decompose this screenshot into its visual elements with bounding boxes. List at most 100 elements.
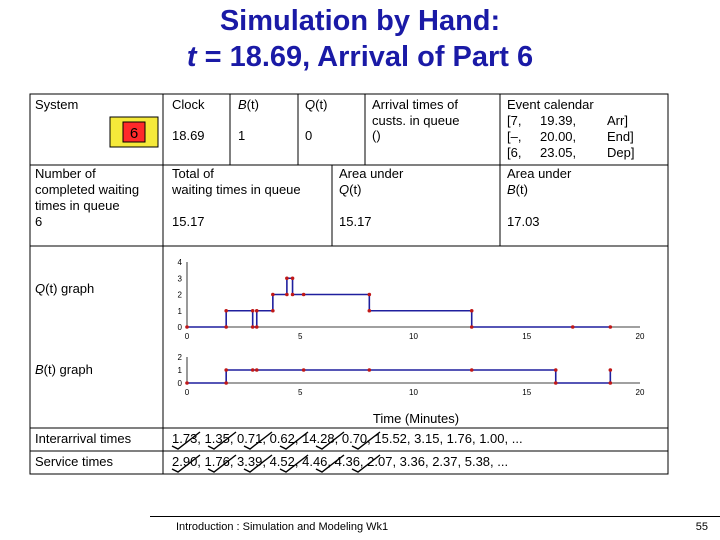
q-chart-x-tick-label: 10: [409, 332, 418, 341]
q-graph-label: Q(t) graph: [35, 281, 94, 296]
clock-label: Clock: [172, 97, 205, 112]
strike-ia-3: [243, 431, 273, 450]
b-chart-x-tick-label: 10: [409, 388, 418, 397]
b-chart-event-point: [469, 368, 474, 372]
q-chart-y-tick-label: 3: [178, 274, 183, 283]
strike-sv-3: [243, 454, 273, 473]
title-time-rest: = 18.69, Arrival of Part 6: [196, 41, 534, 73]
b-chart-x-tick-label: 0: [185, 388, 190, 397]
completed-waits-label-1: Number of: [35, 166, 96, 181]
b-chart-event-point: [301, 368, 306, 372]
q-chart-event-point: [224, 308, 228, 313]
used-value-strikes: [171, 431, 381, 473]
q-chart-y-tick-label: 2: [178, 291, 183, 300]
q-chart-event-point: [285, 276, 289, 281]
b-chart-y-tick-label: 1: [178, 366, 183, 375]
b-chart-y-tick-label: 2: [178, 353, 183, 362]
completed-waits-label-3: times in queue: [35, 198, 120, 213]
interarrival-values: 1.73, 1.35, 0.71, 0.62, 14.28, 0.70, 15.…: [172, 431, 523, 446]
q-chart-event-point: [224, 325, 228, 329]
strike-ia-6: [351, 431, 381, 450]
q-chart-event-point: [367, 308, 372, 313]
q-chart-y-tick-label: 1: [178, 307, 183, 316]
q-chart: 0 1 2 3 4 0 5 10 15 20: [178, 258, 645, 341]
q-chart-event-point: [301, 292, 306, 297]
q-chart-y-tick-label: 4: [178, 258, 183, 267]
b-label: B(t): [238, 97, 259, 112]
q-chart-event-point: [285, 292, 289, 297]
calendar-row-3-c2: 23.05,: [540, 145, 576, 160]
arrival-times-value: (): [372, 128, 381, 143]
event-calendar-label: Event calendar: [507, 97, 594, 112]
q-chart-event-point: [290, 292, 295, 297]
b-chart-event-point: [367, 368, 372, 372]
b-chart-x-tick-label: 15: [522, 388, 531, 397]
q-chart-event-point: [254, 325, 259, 329]
strike-sv-4: [279, 454, 309, 473]
q-value: 0: [305, 128, 312, 143]
calendar-row-1-c2: 19.39,: [540, 113, 576, 128]
title-time-var: t: [186, 41, 197, 73]
q-chart-event-point: [469, 308, 474, 313]
area-q-value: 15.17: [339, 214, 372, 229]
q-chart-event-point: [250, 325, 255, 329]
area-b-value: 17.03: [507, 214, 540, 229]
calendar-row-2-c3: End]: [607, 129, 634, 144]
strike-sv-6: [351, 454, 381, 473]
b-chart-step-line: [187, 369, 612, 384]
b-chart-event-point: [553, 381, 558, 385]
clock-value: 18.69: [172, 128, 205, 143]
interarrival-label: Interarrival times: [35, 431, 132, 446]
calendar-row-1-c3: Arr]: [607, 113, 628, 128]
table-frame: [29, 93, 669, 475]
server-part-number: 6: [130, 125, 138, 142]
b-graph-label: B(t) graph: [35, 362, 93, 377]
q-chart-event-point: [570, 325, 575, 329]
q-chart-event-point: [271, 308, 275, 313]
area-b-label-1: Area under: [507, 166, 572, 181]
system-label: System: [35, 97, 78, 112]
calendar-row-2-c2: 20.00,: [540, 129, 576, 144]
calendar-row-3-c1: [6,: [507, 145, 521, 160]
service-values: 2.90, 1.76, 3.39, 4.52, 4.46, 4.36, 2.07…: [172, 454, 508, 469]
x-axis-label: Time (Minutes): [373, 411, 459, 426]
q-chart-event-point: [290, 276, 295, 281]
b-chart-event-point: [553, 368, 558, 372]
b-value: 1: [238, 128, 245, 143]
q-chart-y-tick-label: 0: [178, 323, 183, 332]
q-chart-event-point: [250, 308, 255, 313]
q-chart-x-tick-label: 20: [636, 332, 645, 341]
strike-ia-4: [279, 431, 309, 450]
strike-ia-5: [315, 431, 345, 450]
q-chart-event-point: [608, 325, 613, 329]
completed-waits-label-2: completed waiting: [35, 182, 139, 197]
strike-sv-1: [171, 454, 201, 473]
footer-divider: [150, 516, 720, 517]
area-q-label-2: Q(t): [339, 182, 361, 197]
b-chart-x-tick-label: 20: [636, 388, 645, 397]
q-chart-event-point: [185, 325, 189, 329]
q-chart-event-point: [367, 292, 372, 297]
q-chart-x-tick-label: 5: [298, 332, 303, 341]
b-chart-event-point: [224, 368, 228, 372]
b-chart-x-tick-label: 5: [298, 388, 303, 397]
strike-ia-1: [171, 431, 201, 450]
strike-sv-2: [207, 454, 237, 473]
page-number: 55: [695, 521, 708, 533]
calendar-row-3-c3: Dep]: [607, 145, 634, 160]
service-label: Service times: [35, 454, 114, 469]
area-q-label-1: Area under: [339, 166, 404, 181]
q-label: Q(t): [305, 97, 327, 112]
q-chart-x-tick-label: 0: [185, 332, 190, 341]
b-chart-y-tick-label: 0: [178, 379, 183, 388]
q-chart-event-point: [271, 292, 275, 297]
q-chart-step-line: [187, 277, 611, 328]
b-chart-event-point: [185, 381, 189, 385]
b-chart-event-point: [250, 368, 255, 372]
q-chart-event-point: [469, 325, 474, 329]
q-chart-x-tick-label: 15: [522, 332, 531, 341]
total-waits-label-1: Total of: [172, 166, 214, 181]
footer-course-title: Introduction : Simulation and Modeling W…: [176, 521, 389, 533]
